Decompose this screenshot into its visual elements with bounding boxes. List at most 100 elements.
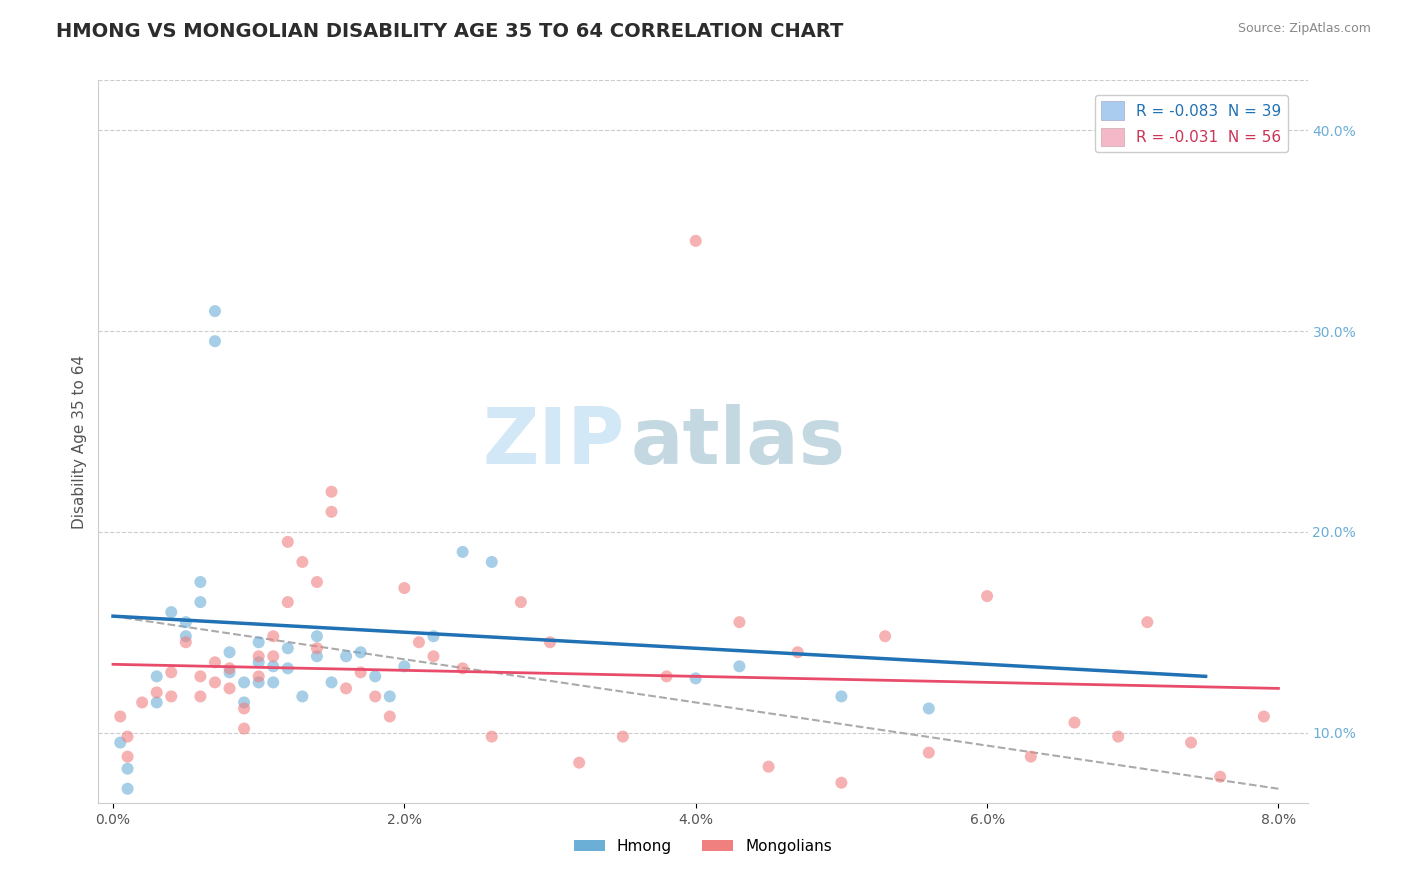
Point bbox=[408, 635, 430, 649]
Text: ZIP: ZIP bbox=[482, 403, 624, 480]
Point bbox=[131, 696, 153, 710]
Point bbox=[277, 595, 299, 609]
Text: HMONG VS MONGOLIAN DISABILITY AGE 35 TO 64 CORRELATION CHART: HMONG VS MONGOLIAN DISABILITY AGE 35 TO … bbox=[56, 22, 844, 41]
Point bbox=[350, 665, 373, 680]
Point bbox=[233, 701, 256, 715]
Point bbox=[976, 589, 998, 603]
Point bbox=[247, 655, 270, 669]
Point bbox=[277, 661, 299, 675]
Point bbox=[1063, 715, 1085, 730]
Point bbox=[117, 749, 139, 764]
Point bbox=[612, 730, 634, 744]
Point bbox=[190, 690, 212, 704]
Point bbox=[160, 605, 183, 619]
Point bbox=[364, 690, 387, 704]
Point bbox=[830, 690, 852, 704]
Point bbox=[277, 641, 299, 656]
Point bbox=[305, 641, 328, 656]
Point bbox=[174, 635, 197, 649]
Point bbox=[262, 659, 284, 673]
Point bbox=[233, 675, 256, 690]
Point bbox=[233, 696, 256, 710]
Point bbox=[145, 696, 167, 710]
Text: atlas: atlas bbox=[630, 403, 845, 480]
Point bbox=[321, 675, 343, 690]
Point bbox=[174, 615, 197, 630]
Point bbox=[262, 629, 284, 643]
Point bbox=[875, 629, 897, 643]
Point bbox=[509, 595, 531, 609]
Point bbox=[364, 669, 387, 683]
Point bbox=[918, 746, 941, 760]
Point bbox=[305, 649, 328, 664]
Point bbox=[378, 709, 401, 723]
Point bbox=[451, 545, 474, 559]
Point bbox=[190, 669, 212, 683]
Point bbox=[160, 690, 183, 704]
Point bbox=[655, 669, 678, 683]
Point bbox=[190, 595, 212, 609]
Point bbox=[291, 555, 314, 569]
Point bbox=[451, 661, 474, 675]
Point bbox=[204, 675, 226, 690]
Point bbox=[145, 685, 167, 699]
Point bbox=[1136, 615, 1159, 630]
Point bbox=[1180, 735, 1202, 749]
Y-axis label: Disability Age 35 to 64: Disability Age 35 to 64 bbox=[72, 354, 87, 529]
Point bbox=[218, 665, 240, 680]
Point bbox=[218, 645, 240, 659]
Point bbox=[321, 484, 343, 499]
Point bbox=[247, 669, 270, 683]
Point bbox=[110, 709, 132, 723]
Point bbox=[277, 534, 299, 549]
Point bbox=[378, 690, 401, 704]
Legend: Hmong, Mongolians: Hmong, Mongolians bbox=[568, 833, 838, 860]
Point bbox=[262, 649, 284, 664]
Point bbox=[160, 665, 183, 680]
Point bbox=[335, 649, 357, 664]
Point bbox=[394, 581, 416, 595]
Point bbox=[145, 669, 167, 683]
Point bbox=[335, 681, 357, 696]
Point bbox=[918, 701, 941, 715]
Point bbox=[786, 645, 808, 659]
Point bbox=[422, 649, 444, 664]
Point bbox=[568, 756, 591, 770]
Text: Source: ZipAtlas.com: Source: ZipAtlas.com bbox=[1237, 22, 1371, 36]
Point bbox=[685, 671, 707, 685]
Point bbox=[481, 555, 503, 569]
Point bbox=[291, 690, 314, 704]
Point bbox=[218, 661, 240, 675]
Point bbox=[262, 675, 284, 690]
Point bbox=[1209, 770, 1232, 784]
Point bbox=[117, 762, 139, 776]
Point bbox=[758, 760, 780, 774]
Point bbox=[728, 659, 751, 673]
Point bbox=[481, 730, 503, 744]
Point bbox=[305, 629, 328, 643]
Point bbox=[117, 781, 139, 796]
Point bbox=[1253, 709, 1275, 723]
Point bbox=[174, 629, 197, 643]
Point bbox=[204, 655, 226, 669]
Point bbox=[422, 629, 444, 643]
Point bbox=[218, 681, 240, 696]
Point bbox=[204, 334, 226, 348]
Point bbox=[538, 635, 561, 649]
Point bbox=[350, 645, 373, 659]
Point bbox=[305, 575, 328, 590]
Point bbox=[247, 635, 270, 649]
Point bbox=[110, 735, 132, 749]
Point bbox=[117, 730, 139, 744]
Point bbox=[830, 776, 852, 790]
Point bbox=[233, 722, 256, 736]
Point bbox=[728, 615, 751, 630]
Point bbox=[204, 304, 226, 318]
Point bbox=[1019, 749, 1042, 764]
Point bbox=[1107, 730, 1129, 744]
Point bbox=[394, 659, 416, 673]
Point bbox=[190, 575, 212, 590]
Point bbox=[247, 649, 270, 664]
Point bbox=[321, 505, 343, 519]
Point bbox=[247, 675, 270, 690]
